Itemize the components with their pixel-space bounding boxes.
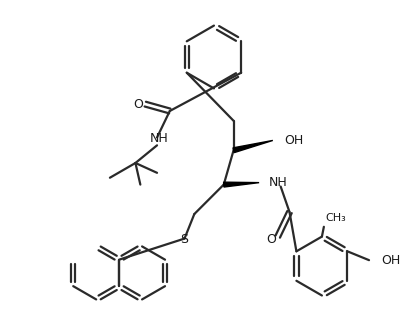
Polygon shape [233, 141, 272, 153]
Text: NH: NH [149, 132, 168, 145]
Text: OH: OH [284, 134, 303, 147]
Text: O: O [133, 97, 143, 111]
Text: S: S [180, 233, 188, 246]
Text: OH: OH [380, 254, 399, 267]
Polygon shape [223, 182, 259, 187]
Text: O: O [265, 233, 275, 246]
Text: NH: NH [268, 176, 287, 189]
Text: CH₃: CH₃ [325, 213, 346, 223]
